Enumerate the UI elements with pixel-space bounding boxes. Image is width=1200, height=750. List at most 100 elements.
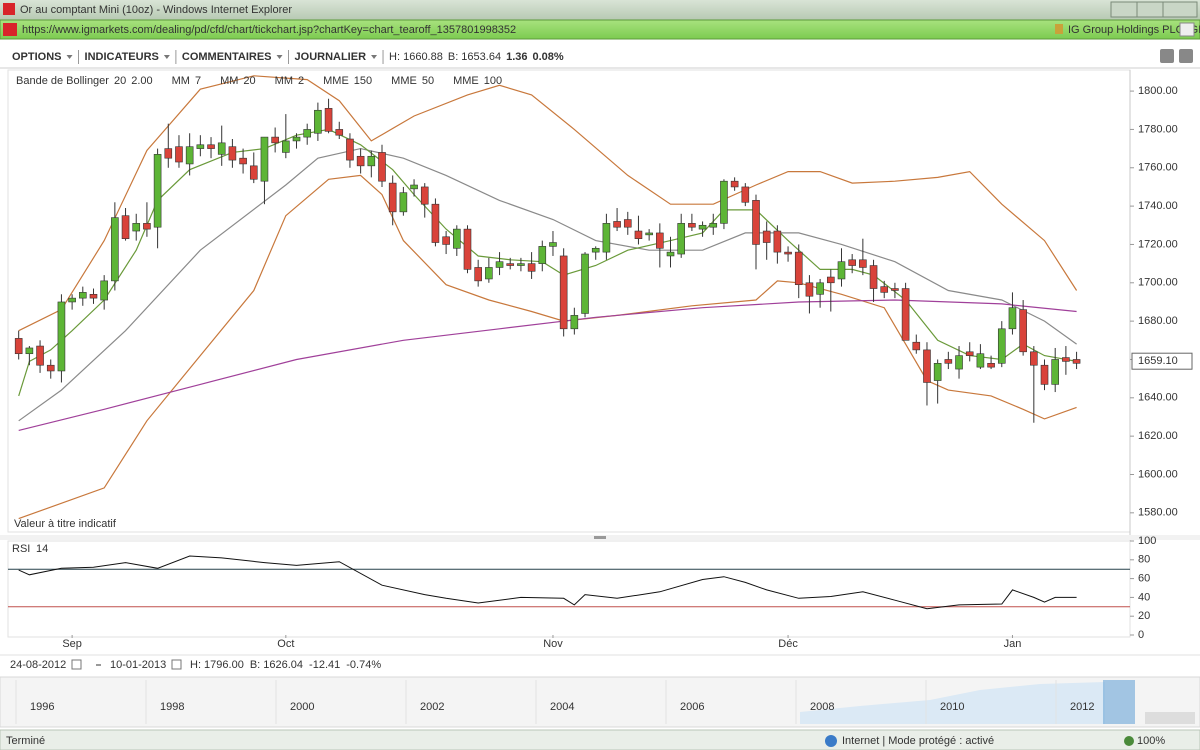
candle-body xyxy=(217,142,226,155)
y-tick-label: 20 xyxy=(1138,610,1150,622)
close-tab[interactable] xyxy=(1179,22,1195,37)
candle-body xyxy=(185,146,194,165)
candle-body xyxy=(666,251,675,257)
navigator-area xyxy=(800,682,1105,724)
ig-logo xyxy=(3,23,17,36)
candle-body xyxy=(36,345,44,366)
candle-body xyxy=(527,263,536,272)
candle-body xyxy=(581,253,589,314)
range-change: -12.41 xyxy=(309,659,340,671)
address-bar[interactable] xyxy=(0,19,1200,40)
navigator-year: 2008 xyxy=(810,701,834,713)
candle-body xyxy=(111,217,119,282)
candle-body xyxy=(634,230,643,239)
zone-icon xyxy=(825,735,837,747)
y-tick-label: 1640.00 xyxy=(1138,392,1178,404)
candle-body xyxy=(805,282,814,297)
y-tick-label: 1680.00 xyxy=(1138,315,1178,327)
range-to: 10-01-2013 xyxy=(110,659,166,671)
candle-body xyxy=(762,230,771,243)
candle-body xyxy=(175,146,183,163)
candle-body xyxy=(46,364,55,372)
price-plot xyxy=(7,69,1131,533)
range-change-pct: -0.74% xyxy=(346,659,381,671)
menu-item[interactable]: JOURNALIER xyxy=(295,51,367,63)
candle-body xyxy=(239,157,247,165)
candle-body xyxy=(645,232,653,236)
candle-body xyxy=(688,223,696,228)
help-button[interactable] xyxy=(1160,49,1174,63)
site-identity: IG Group Holdings PLC [GB] xyxy=(1068,24,1200,36)
zoom-icon xyxy=(1124,736,1134,746)
x-tick-label: Déc xyxy=(778,638,798,650)
close-button[interactable] xyxy=(1162,1,1198,18)
candle-body xyxy=(538,246,547,264)
candle-body xyxy=(474,267,482,282)
navigator-year: 2006 xyxy=(680,701,704,713)
candle-body xyxy=(869,265,878,289)
calendar-icon[interactable] xyxy=(71,659,82,670)
candle-body xyxy=(100,280,108,301)
candle-body xyxy=(196,144,205,149)
candle-body xyxy=(410,184,418,190)
x-tick-label: Sep xyxy=(62,638,82,650)
candle-body xyxy=(68,297,76,303)
candle-body xyxy=(656,232,664,249)
y-tick-label: 40 xyxy=(1138,591,1150,603)
minimize-button[interactable] xyxy=(1110,1,1138,18)
comment-button[interactable] xyxy=(1179,49,1193,63)
quote-change-pct: 0.08% xyxy=(533,51,564,63)
calendar-icon[interactable] xyxy=(171,659,182,670)
menu-arrow xyxy=(371,55,378,59)
navigator-year: 2010 xyxy=(940,701,964,713)
last-price-tag xyxy=(1131,352,1193,370)
x-tick-label: Jan xyxy=(1004,638,1022,650)
legend-label: MM xyxy=(172,75,190,87)
candle-body xyxy=(602,223,611,253)
url: https://www.igmarkets.com/dealing/pd/cfd… xyxy=(22,24,516,36)
menu-arrow xyxy=(163,55,170,59)
menu-item[interactable]: COMMENTAIRES xyxy=(182,51,272,63)
quote-change: 1.36 xyxy=(506,51,527,63)
candle-body xyxy=(1008,307,1017,330)
candle-body xyxy=(271,136,279,144)
y-tick-label: 1760.00 xyxy=(1138,162,1178,174)
candle-body xyxy=(1019,309,1027,353)
legend-label: MME xyxy=(391,75,417,87)
navigator-window[interactable] xyxy=(1103,680,1135,724)
menu-item[interactable]: OPTIONS xyxy=(12,51,62,63)
lock-icon xyxy=(1055,24,1063,34)
legend-param: 150 xyxy=(354,75,372,87)
candle-body xyxy=(79,292,87,299)
rsi-line xyxy=(18,555,1077,610)
candle-body xyxy=(260,136,269,182)
menu-arrow xyxy=(276,55,283,59)
candle-body xyxy=(591,247,600,253)
candle-body xyxy=(773,230,782,253)
legend-label: MME xyxy=(453,75,479,87)
candle-body xyxy=(784,251,792,255)
navigator-controls[interactable] xyxy=(1145,712,1195,724)
candle-body xyxy=(378,152,386,182)
candle-body xyxy=(848,259,856,266)
legend-param: 20 xyxy=(114,75,126,87)
candle-body xyxy=(442,236,450,245)
range-low: B: 1626.04 xyxy=(250,659,303,671)
legend-param: 20 xyxy=(243,75,255,87)
y-tick-label: 1800.00 xyxy=(1138,85,1178,97)
candle-body xyxy=(1040,364,1049,385)
x-tick-label: Nov xyxy=(543,638,563,650)
candle-body xyxy=(933,363,942,381)
candle-body xyxy=(495,261,504,268)
y-tick-label: 100 xyxy=(1138,535,1156,547)
indicator-line xyxy=(18,147,1077,422)
navigator-year: 2002 xyxy=(420,701,444,713)
navigator-year: 1996 xyxy=(30,701,54,713)
candle-body xyxy=(388,182,397,213)
candle-body xyxy=(613,221,621,228)
maximize-button[interactable] xyxy=(1136,1,1164,18)
candle-body xyxy=(677,223,686,255)
menu-item[interactable]: INDICATEURS xyxy=(85,51,159,63)
indicator-line xyxy=(18,299,1077,431)
zoom-level[interactable]: 100% xyxy=(1137,735,1165,747)
